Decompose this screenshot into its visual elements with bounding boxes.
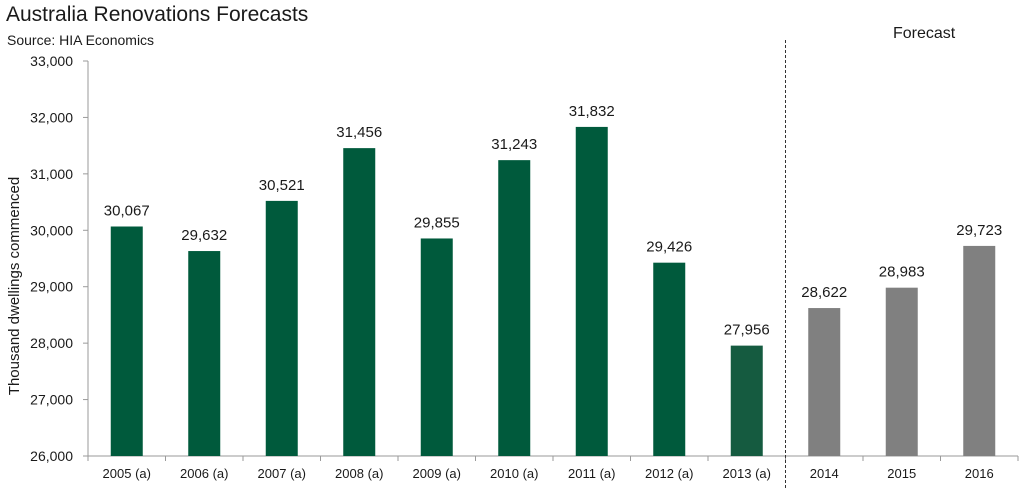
x-tick-label: 2015 [887, 466, 916, 481]
bar [188, 251, 221, 456]
bar [963, 245, 996, 456]
x-tick-label: 2007 (a) [258, 466, 306, 481]
value-labels: 30,067 29,632 30,521 31,456 29,855 31,243 31,8… [104, 103, 1002, 339]
data-label: 31,243 [491, 136, 537, 153]
data-label: 29,723 [956, 222, 1002, 239]
x-tick-label: 2010 (a) [490, 466, 538, 481]
y-tick-label: 27,000 [30, 392, 73, 408]
bar [498, 160, 531, 456]
x-axis: 2005 (a) 2006 (a) 2007 (a) 2008 (a) 2009 (a)… [87, 40, 1019, 489]
y-tick-label: 29,000 [30, 279, 73, 295]
chart-source: Source: HIA Economics [7, 32, 155, 48]
data-label: 31,832 [569, 103, 615, 120]
bar [730, 345, 763, 456]
bar [575, 126, 608, 456]
x-tick-label: 2006 (a) [180, 466, 228, 481]
bar [653, 262, 686, 456]
y-tick-label: 33,000 [30, 53, 73, 69]
x-tick-label: 2016 [965, 466, 994, 481]
bar [343, 148, 376, 456]
data-label: 29,426 [646, 239, 692, 256]
chart-title: Australia Renovations Forecasts [6, 3, 309, 26]
data-label: 28,983 [879, 264, 925, 281]
bar [808, 308, 841, 456]
x-tick-label: 2009 (a) [413, 466, 461, 481]
y-axis-label: Thousand dwellings commenced [6, 177, 23, 395]
data-label: 29,632 [181, 227, 227, 244]
x-tick-label: 2008 (a) [335, 466, 383, 481]
data-label: 31,456 [336, 124, 382, 141]
y-tick-label: 28,000 [30, 335, 73, 351]
x-tick-label: 2005 (a) [103, 466, 151, 481]
x-tick-label: 2012 (a) [645, 466, 693, 481]
y-tick-label: 26,000 [30, 448, 73, 464]
x-tick-label: 2014 [810, 466, 839, 481]
x-tick-label: 2011 (a) [568, 466, 615, 481]
data-label: 30,521 [259, 177, 305, 194]
y-tick-label: 30,000 [30, 222, 73, 238]
bar [885, 287, 918, 456]
y-axis: 26,000 27,000 28,000 29,000 30,000 31,000 32,0… [30, 53, 89, 464]
forecast-label: Forecast [893, 25, 956, 42]
bar [110, 226, 143, 456]
bar [420, 238, 453, 456]
y-tick-label: 31,000 [30, 166, 73, 182]
data-label: 30,067 [104, 203, 150, 220]
data-label: 28,622 [801, 284, 847, 301]
bars [110, 126, 996, 456]
x-tick-label: 2013 (a) [723, 466, 771, 481]
y-tick-label: 32,000 [30, 109, 73, 125]
data-label: 29,855 [414, 214, 460, 231]
data-label: 27,956 [724, 322, 770, 339]
bar [265, 200, 298, 456]
